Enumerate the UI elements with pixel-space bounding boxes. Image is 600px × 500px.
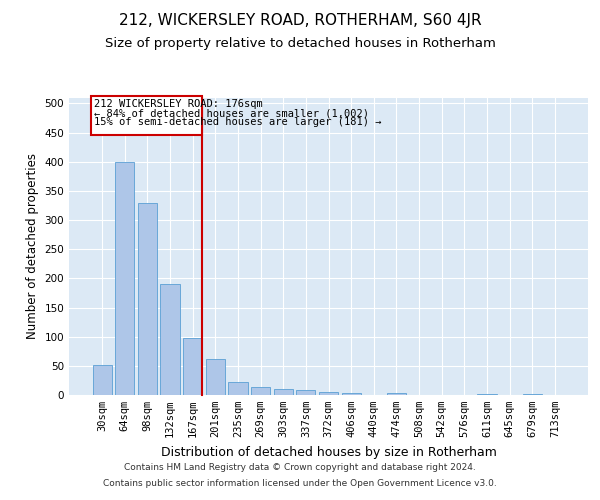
Bar <box>91 96 202 136</box>
Bar <box>274 389 293 395</box>
Bar <box>160 284 180 395</box>
Text: 212, WICKERSLEY ROAD, ROTHERHAM, S60 4JR: 212, WICKERSLEY ROAD, ROTHERHAM, S60 4JR <box>119 12 481 28</box>
Bar <box>523 394 542 395</box>
Bar <box>296 390 316 395</box>
Bar <box>387 393 406 395</box>
Text: ← 84% of detached houses are smaller (1,002): ← 84% of detached houses are smaller (1,… <box>94 108 369 118</box>
Bar <box>115 162 134 395</box>
Bar <box>319 392 338 395</box>
Text: Contains public sector information licensed under the Open Government Licence v3: Contains public sector information licen… <box>103 478 497 488</box>
Y-axis label: Number of detached properties: Number of detached properties <box>26 153 39 340</box>
Text: 15% of semi-detached houses are larger (181) →: 15% of semi-detached houses are larger (… <box>94 118 382 128</box>
Bar <box>183 338 202 395</box>
Bar <box>229 382 248 395</box>
Text: Contains HM Land Registry data © Crown copyright and database right 2024.: Contains HM Land Registry data © Crown c… <box>124 464 476 472</box>
Bar <box>92 364 112 395</box>
Bar <box>138 202 157 395</box>
Bar <box>341 392 361 395</box>
X-axis label: Distribution of detached houses by size in Rotherham: Distribution of detached houses by size … <box>161 446 496 458</box>
Bar <box>477 394 497 395</box>
Text: 212 WICKERSLEY ROAD: 176sqm: 212 WICKERSLEY ROAD: 176sqm <box>94 98 263 108</box>
Text: Size of property relative to detached houses in Rotherham: Size of property relative to detached ho… <box>104 38 496 51</box>
Bar <box>251 388 270 395</box>
Bar <box>206 359 225 395</box>
